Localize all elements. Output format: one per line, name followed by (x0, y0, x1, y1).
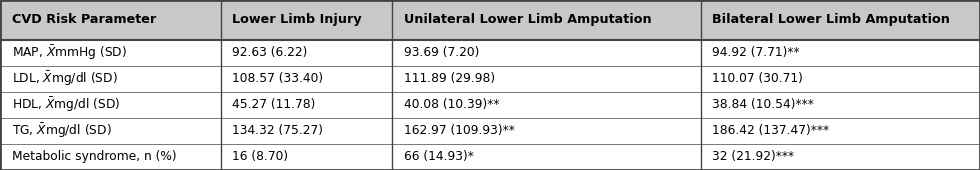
Text: 111.89 (29.98): 111.89 (29.98) (404, 72, 495, 86)
Text: 110.07 (30.71): 110.07 (30.71) (712, 72, 804, 86)
Text: Bilateral Lower Limb Amputation: Bilateral Lower Limb Amputation (712, 13, 951, 27)
Text: 162.97 (109.93)**: 162.97 (109.93)** (404, 124, 514, 138)
Text: CVD Risk Parameter: CVD Risk Parameter (12, 13, 156, 27)
Text: Lower Limb Injury: Lower Limb Injury (232, 13, 362, 27)
Text: 94.92 (7.71)**: 94.92 (7.71)** (712, 46, 800, 60)
Text: Metabolic syndrome, n (%): Metabolic syndrome, n (%) (12, 150, 176, 164)
Text: 92.63 (6.22): 92.63 (6.22) (232, 46, 308, 60)
Text: 66 (14.93)*: 66 (14.93)* (404, 150, 473, 164)
Text: 93.69 (7.20): 93.69 (7.20) (404, 46, 479, 60)
Bar (0, 144, 980, 170)
Text: 16 (8.70): 16 (8.70) (232, 150, 288, 164)
Bar (0, 40, 980, 66)
Text: 32 (21.92)***: 32 (21.92)*** (712, 150, 795, 164)
Bar (0, 0, 980, 40)
Text: 40.08 (10.39)**: 40.08 (10.39)** (404, 98, 499, 112)
Text: MAP, $\bar{X}$mmHg (SD): MAP, $\bar{X}$mmHg (SD) (12, 44, 126, 62)
Text: TG, $\bar{X}$mg/dl (SD): TG, $\bar{X}$mg/dl (SD) (12, 122, 112, 140)
Text: 134.32 (75.27): 134.32 (75.27) (232, 124, 323, 138)
Bar (0, 92, 980, 118)
Bar (0, 66, 980, 92)
Text: 108.57 (33.40): 108.57 (33.40) (232, 72, 323, 86)
Bar (0, 118, 980, 144)
Text: HDL, $\bar{X}$mg/dl (SD): HDL, $\bar{X}$mg/dl (SD) (12, 96, 120, 114)
Text: LDL, $\bar{X}$mg/dl (SD): LDL, $\bar{X}$mg/dl (SD) (12, 70, 118, 88)
Text: 45.27 (11.78): 45.27 (11.78) (232, 98, 316, 112)
Text: 38.84 (10.54)***: 38.84 (10.54)*** (712, 98, 814, 112)
Text: 186.42 (137.47)***: 186.42 (137.47)*** (712, 124, 830, 138)
Text: Unilateral Lower Limb Amputation: Unilateral Lower Limb Amputation (404, 13, 652, 27)
